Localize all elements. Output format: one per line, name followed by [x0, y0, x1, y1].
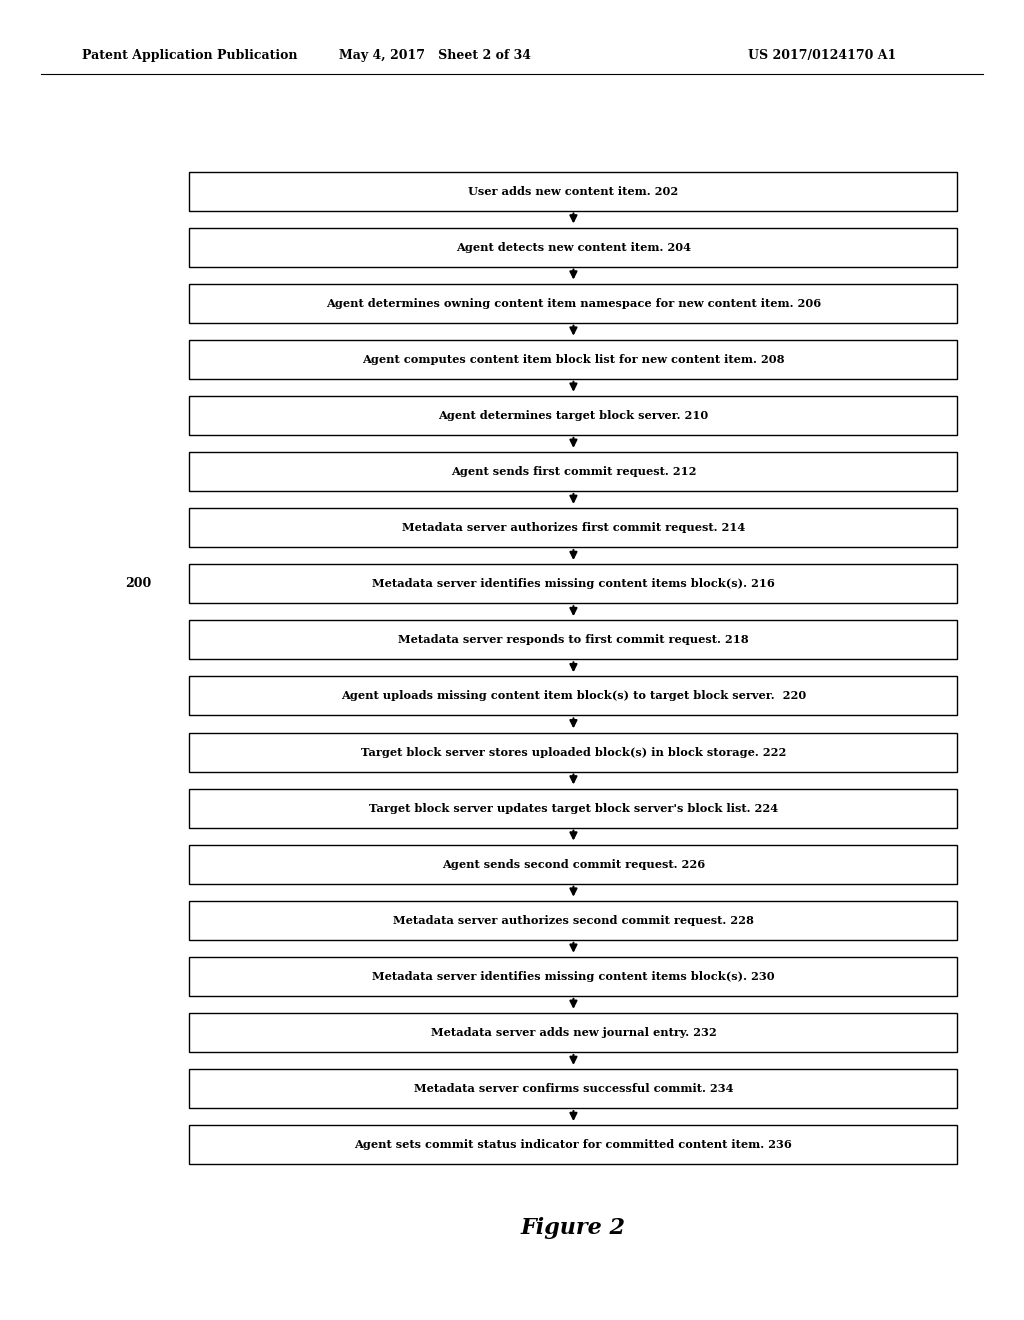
Text: Agent detects new content item. 204: Agent detects new content item. 204: [456, 242, 691, 252]
FancyBboxPatch shape: [189, 1014, 957, 1052]
Text: Metadata server authorizes first commit request. 214: Metadata server authorizes first commit …: [401, 523, 745, 533]
FancyBboxPatch shape: [189, 789, 957, 828]
Text: Metadata server identifies missing content items block(s). 216: Metadata server identifies missing conte…: [372, 578, 775, 589]
Text: US 2017/0124170 A1: US 2017/0124170 A1: [748, 49, 896, 62]
Text: May 4, 2017   Sheet 2 of 34: May 4, 2017 Sheet 2 of 34: [339, 49, 531, 62]
Text: Agent determines owning content item namespace for new content item. 206: Agent determines owning content item nam…: [326, 298, 821, 309]
FancyBboxPatch shape: [189, 957, 957, 995]
Text: Agent sends second commit request. 226: Agent sends second commit request. 226: [442, 859, 705, 870]
FancyBboxPatch shape: [189, 620, 957, 659]
Text: 200: 200: [125, 577, 152, 590]
Text: Metadata server confirms successful commit. 234: Metadata server confirms successful comm…: [414, 1084, 733, 1094]
FancyBboxPatch shape: [189, 733, 957, 771]
Text: User adds new content item. 202: User adds new content item. 202: [468, 186, 679, 197]
FancyBboxPatch shape: [189, 1125, 957, 1164]
Text: Metadata server responds to first commit request. 218: Metadata server responds to first commit…: [398, 635, 749, 645]
FancyBboxPatch shape: [189, 900, 957, 940]
Text: Target block server updates target block server's block list. 224: Target block server updates target block…: [369, 803, 778, 813]
Text: Agent computes content item block list for new content item. 208: Agent computes content item block list f…: [362, 354, 784, 364]
FancyBboxPatch shape: [189, 676, 957, 715]
FancyBboxPatch shape: [189, 1069, 957, 1107]
Text: Target block server stores uploaded block(s) in block storage. 222: Target block server stores uploaded bloc…: [360, 747, 786, 758]
Text: Patent Application Publication: Patent Application Publication: [82, 49, 297, 62]
FancyBboxPatch shape: [189, 172, 957, 210]
FancyBboxPatch shape: [189, 508, 957, 546]
FancyBboxPatch shape: [189, 227, 957, 267]
Text: Figure 2: Figure 2: [521, 1217, 626, 1238]
FancyBboxPatch shape: [189, 284, 957, 322]
Text: Agent determines target block server. 210: Agent determines target block server. 21…: [438, 411, 709, 421]
Text: Agent sends first commit request. 212: Agent sends first commit request. 212: [451, 466, 696, 477]
Text: Metadata server authorizes second commit request. 228: Metadata server authorizes second commit…: [393, 915, 754, 925]
Text: Metadata server adds new journal entry. 232: Metadata server adds new journal entry. …: [430, 1027, 717, 1038]
FancyBboxPatch shape: [189, 565, 957, 603]
Text: Metadata server identifies missing content items block(s). 230: Metadata server identifies missing conte…: [372, 972, 775, 982]
Text: Agent sets commit status indicator for committed content item. 236: Agent sets commit status indicator for c…: [354, 1139, 793, 1150]
Text: Agent uploads missing content item block(s) to target block server.  220: Agent uploads missing content item block…: [341, 690, 806, 701]
FancyBboxPatch shape: [189, 451, 957, 491]
FancyBboxPatch shape: [189, 845, 957, 884]
FancyBboxPatch shape: [189, 396, 957, 436]
FancyBboxPatch shape: [189, 341, 957, 379]
